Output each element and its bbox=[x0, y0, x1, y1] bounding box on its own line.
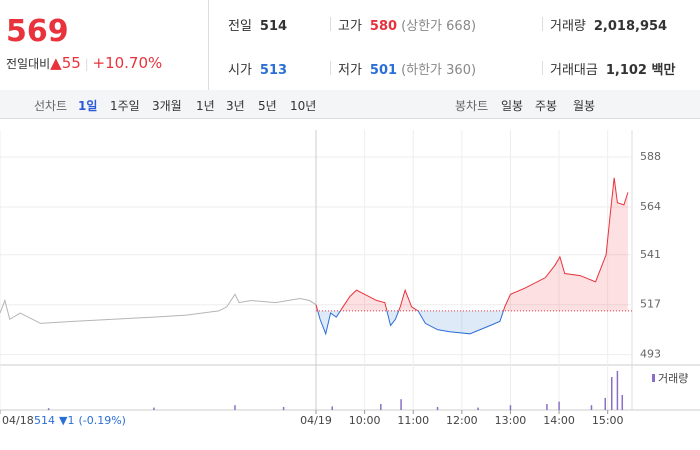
y-tick-label: 564 bbox=[640, 200, 661, 213]
price-line bbox=[0, 293, 317, 324]
candle-tab[interactable]: 일봉 bbox=[501, 99, 524, 113]
stat: 거래대금 1,102 백만 bbox=[550, 59, 675, 78]
volume-bar bbox=[509, 405, 512, 410]
stat-label: 거래대금 bbox=[550, 63, 598, 78]
tab-group-label: 선차트 bbox=[34, 99, 68, 113]
x-tick-label: 13:00 bbox=[495, 414, 527, 427]
y-tick-label: 517 bbox=[640, 298, 661, 311]
stat: 시가 513 bbox=[228, 59, 287, 78]
stat: 거래량 2,018,954 bbox=[550, 15, 667, 34]
price-line-up bbox=[315, 177, 629, 311]
tab-bar: 선차트 1일 1주일 3개월 1년 3년 5년 10년 봉차트 일봉 주봉 월봉 bbox=[0, 90, 700, 119]
stat: 고가 580 (상한가 668) bbox=[338, 15, 476, 34]
separator bbox=[330, 17, 331, 31]
volume-bar bbox=[616, 371, 619, 410]
stat-label: 고가 bbox=[338, 19, 362, 34]
y-tick-label: 541 bbox=[640, 248, 661, 261]
stat: 저가 501 (하한가 360) bbox=[338, 59, 476, 78]
separator bbox=[330, 61, 331, 75]
volume-bar bbox=[380, 404, 382, 410]
stat-extra: (상한가 668) bbox=[401, 19, 477, 34]
stat-value: 2,018,954 bbox=[593, 19, 668, 34]
change-value: ▲55 bbox=[50, 54, 81, 72]
change-rate: +10.70% bbox=[92, 54, 163, 72]
price-line-down bbox=[317, 310, 504, 336]
x-tick-label: 15:00 bbox=[592, 414, 624, 427]
quote-header: 569 전일대비▲55 | +10.70% 전일 514 고가 580 (상한가 668… bbox=[0, 0, 700, 91]
x-tick-label: 12:00 bbox=[446, 414, 478, 427]
volume-bar bbox=[621, 395, 624, 410]
volume-bar bbox=[558, 401, 560, 410]
stat: 전일 514 bbox=[228, 15, 287, 34]
range-tab[interactable]: 3개월 bbox=[152, 99, 182, 113]
volume-bar bbox=[234, 405, 236, 410]
volume-bar bbox=[331, 406, 333, 410]
change: 전일대비▲55 | +10.70% bbox=[6, 54, 163, 72]
volume-bar bbox=[604, 398, 607, 410]
prev-day-rate: (-0.19%) bbox=[78, 414, 126, 427]
range-tab[interactable]: 1일 bbox=[78, 99, 98, 113]
x-tick-label: 04/19 bbox=[300, 414, 332, 427]
candle-tab[interactable]: 월봉 bbox=[573, 99, 596, 113]
volume-bar bbox=[282, 407, 285, 410]
range-tab[interactable]: 1년 bbox=[196, 99, 215, 113]
volume-bar bbox=[477, 407, 479, 410]
range-tab[interactable]: 5년 bbox=[258, 99, 277, 113]
stat-extra: (하한가 360) bbox=[401, 63, 477, 78]
area-up bbox=[316, 177, 628, 311]
tab-group-label: 봉차트 bbox=[455, 99, 489, 113]
stat-value: 1,102 백만 bbox=[605, 63, 676, 78]
range-tab[interactable]: 1주일 bbox=[110, 99, 140, 113]
current-price: 569 bbox=[6, 14, 69, 49]
prev-day-change: ▼1 bbox=[59, 414, 74, 427]
stat-value: 514 bbox=[259, 19, 288, 34]
stat-value: 501 bbox=[369, 63, 398, 78]
legend-label: 거래량 bbox=[658, 372, 688, 385]
separator bbox=[542, 17, 543, 31]
volume-bar bbox=[400, 399, 402, 410]
area-down bbox=[317, 310, 504, 334]
volume-bar bbox=[546, 404, 548, 410]
range-tab[interactable]: 3년 bbox=[226, 99, 245, 113]
y-tick-label: 493 bbox=[640, 348, 661, 361]
stat-label: 시가 bbox=[228, 63, 252, 78]
candle-tab[interactable]: 주봉 bbox=[535, 99, 558, 113]
prev-day-close: 514 bbox=[34, 414, 55, 427]
stat-value: 513 bbox=[259, 63, 288, 78]
stat-label: 저가 bbox=[338, 63, 362, 78]
x-tick-label: 04/18 bbox=[2, 414, 34, 427]
stat-value: 580 bbox=[369, 19, 398, 34]
legend-swatch bbox=[652, 374, 655, 382]
x-tick-label: 10:00 bbox=[349, 414, 381, 427]
stat-label: 거래량 bbox=[550, 19, 586, 34]
prev-day-info: 514 ▼1 (-0.19%) bbox=[34, 414, 126, 427]
range-tab[interactable]: 10년 bbox=[290, 99, 317, 113]
change-label: 전일대비 bbox=[6, 57, 51, 71]
price-box: 569 전일대비▲55 | +10.70% bbox=[0, 0, 209, 90]
stat-label: 전일 bbox=[228, 19, 252, 34]
y-tick-label: 588 bbox=[640, 150, 661, 163]
separator bbox=[542, 61, 543, 75]
volume-bar bbox=[590, 405, 593, 410]
x-tick-label: 11:00 bbox=[397, 414, 429, 427]
volume-bar bbox=[47, 408, 50, 410]
volume-bar bbox=[436, 407, 439, 410]
x-tick-label: 14:00 bbox=[543, 414, 575, 427]
volume-bar bbox=[610, 377, 613, 410]
volume-bar bbox=[153, 407, 155, 410]
